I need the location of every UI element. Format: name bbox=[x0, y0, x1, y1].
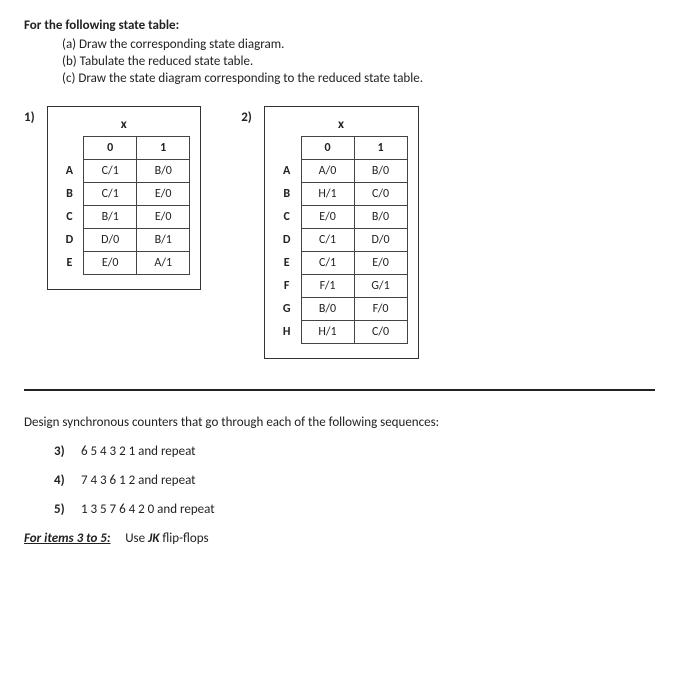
header-part-b: (b) Tabulate the reduced state table. bbox=[62, 54, 655, 69]
table2-row-e: E bbox=[275, 252, 301, 275]
item-5: 5) 1 3 5 7 6 4 2 0 and repeat bbox=[54, 502, 655, 517]
table2-col1: 1 bbox=[354, 137, 407, 160]
problem-header: For the following state table: (a) Draw … bbox=[24, 18, 655, 86]
state-table-1: 0 1 AC/1B/0 BC/1E/0 CB/1E/0 DD/0B/1 EE/0… bbox=[58, 136, 191, 275]
state-table-2: 0 1 AA/0B/0 BH/1C/0 CE/0B/0 DC/1D/0 EC/1… bbox=[275, 136, 408, 344]
table2-row-b: B bbox=[275, 183, 301, 206]
section2-footer: For items 3 to 5: Use JK flip-flops bbox=[24, 531, 655, 546]
separator-line bbox=[24, 389, 655, 391]
table1-row-e: E bbox=[58, 252, 84, 275]
table2-number: 2) bbox=[241, 110, 252, 125]
table2-col0: 0 bbox=[301, 137, 354, 160]
table1-input-label: x bbox=[58, 117, 191, 132]
table1-box: x 0 1 AC/1B/0 BC/1E/0 CB/1E/0 DD/0B/1 EE… bbox=[47, 106, 202, 290]
header-title: For the following state table: bbox=[24, 18, 655, 33]
table2-row-d: D bbox=[275, 229, 301, 252]
table2-input-label: x bbox=[275, 117, 408, 132]
table1-col1: 1 bbox=[137, 137, 190, 160]
table2-row-g: G bbox=[275, 298, 301, 321]
table1-panel: 1) x 0 1 AC/1B/0 BC/1E/0 CB/1E/0 DD/0B/1… bbox=[24, 106, 201, 290]
table2-row-f: F bbox=[275, 275, 301, 298]
header-part-a: (a) Draw the corresponding state diagram… bbox=[62, 37, 655, 52]
table2-row-c: C bbox=[275, 206, 301, 229]
table2-row-h: H bbox=[275, 321, 301, 344]
table1-row-d: D bbox=[58, 229, 84, 252]
table1-row-c: C bbox=[58, 206, 84, 229]
table1-col0: 0 bbox=[84, 137, 137, 160]
table2-row-a: A bbox=[275, 160, 301, 183]
table1-row-b: B bbox=[58, 183, 84, 206]
item-3: 3) 6 5 4 3 2 1 and repeat bbox=[54, 444, 655, 459]
table1-row-a: A bbox=[58, 160, 84, 183]
section2-intro: Design synchronous counters that go thro… bbox=[24, 415, 655, 430]
section-2: Design synchronous counters that go thro… bbox=[24, 415, 655, 546]
header-part-c: (c) Draw the state diagram corresponding… bbox=[62, 71, 655, 86]
item-4: 4) 7 4 3 6 1 2 and repeat bbox=[54, 473, 655, 488]
state-tables-row: 1) x 0 1 AC/1B/0 BC/1E/0 CB/1E/0 DD/0B/1… bbox=[24, 106, 655, 359]
table2-panel: 2) x 0 1 AA/0B/0 BH/1C/0 CE/0B/0 DC/1D/0… bbox=[241, 106, 418, 359]
table1-number: 1) bbox=[24, 110, 35, 125]
table2-box: x 0 1 AA/0B/0 BH/1C/0 CE/0B/0 DC/1D/0 EC… bbox=[264, 106, 419, 359]
